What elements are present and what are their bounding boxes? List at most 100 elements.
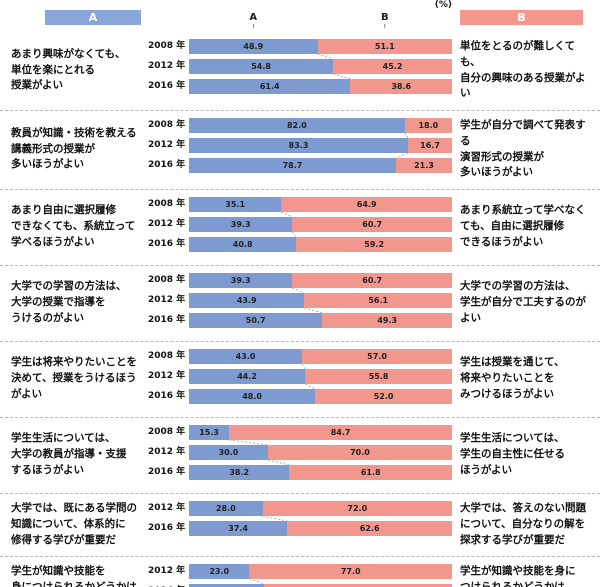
segment-a: 54.8 — [189, 59, 334, 74]
stacked-bar: 35.1 64.9 — [189, 197, 452, 212]
statement-a-text: 大学での学習の方法は、 大学の授業で指導を うけるのがよい — [11, 280, 127, 324]
bar-row: 2016 年 50.7 49.3 — [148, 313, 452, 328]
bar-row: 2008 年 48.9 51.1 — [148, 39, 452, 54]
segment-b: 71.4 — [264, 584, 452, 587]
series-a-letter-text: A — [249, 12, 258, 23]
value-label-b: 21.3 — [414, 161, 434, 170]
bar-row: 2016 年 37.4 62.6 — [148, 521, 452, 536]
value-label-b: 16.7 — [420, 141, 440, 150]
series-a-tick — [252, 24, 254, 28]
bar-row: 2016 年 48.0 52.0 — [148, 389, 452, 404]
segment-a: 48.0 — [189, 389, 316, 404]
bars-column: 2008 年 48.9 51.1 2012 年 54.8 45.2 2016 年 61.4 38… — [148, 39, 452, 102]
value-label-b: 51.1 — [374, 42, 395, 51]
bar-row: 2012 年 44.2 55.8 — [148, 369, 452, 384]
segment-b: 57.0 — [302, 349, 452, 364]
value-label-a: 15.3 — [199, 428, 219, 437]
segment-a: 23.0 — [189, 564, 250, 580]
value-label-a: 83.3 — [288, 141, 309, 150]
value-label-b: 72.0 — [347, 504, 368, 513]
bar-row: 2012 年 30.0 70.0 — [148, 445, 452, 460]
value-label-b: 38.6 — [391, 82, 412, 91]
segment-b: 64.9 — [281, 197, 452, 212]
segment-a: 30.0 — [189, 445, 268, 460]
bar-row: 2012 年 43.9 56.1 — [148, 293, 452, 308]
year-label: 2012 年 — [148, 219, 186, 229]
stacked-bar: 61.4 38.6 — [189, 79, 452, 94]
value-label-b: 49.3 — [377, 316, 398, 325]
year-label: 2016 年 — [148, 315, 186, 325]
segment-b: 55.8 — [305, 369, 452, 384]
segment-b: 49.3 — [322, 313, 452, 328]
statement-b-text: 学生が知識や技能を身に つけられるかどうかは、 学生自身の責任だ — [460, 565, 576, 587]
year-label: 2008 年 — [148, 427, 186, 437]
value-label-b: 59.2 — [364, 240, 385, 249]
statement-a-text: 学生は将来やりたいことを 決めて、授業をうけるほう がよい — [11, 356, 137, 400]
segment-b: 52.0 — [315, 389, 452, 404]
statement-a-text: あまり自由に選択履修 できなくても、系統立って 学べるほうがよい — [11, 204, 136, 248]
value-label-a: 39.3 — [230, 220, 251, 229]
series-b-letter-text: B — [380, 12, 389, 23]
value-label-a: 82.0 — [286, 121, 307, 130]
stacked-bar: 50.7 49.3 — [189, 313, 452, 328]
stacked-bar: 43.9 56.1 — [189, 293, 452, 308]
value-label-b: 60.7 — [362, 276, 383, 285]
year-label: 2016 年 — [148, 391, 186, 401]
chart-groups: あまり興味がなくても、 単位を楽にとれる 授業がよい 2008 年 48.9 51.1… — [0, 32, 600, 587]
statement-group: 学生は将来やりたいことを 決めて、授業をうけるほう がよい 2008 年 43.0 5… — [0, 342, 600, 418]
year-label: 2016 年 — [148, 523, 186, 533]
bar-row: 2016 年 40.8 59.2 — [148, 237, 452, 252]
value-label-a: 61.4 — [259, 82, 280, 91]
segment-a: 43.9 — [189, 293, 305, 308]
series-b-tick — [384, 24, 386, 28]
year-label: 2012 年 — [148, 140, 186, 150]
value-label-a: 38.2 — [229, 468, 250, 477]
bar-row: 2008 年 35.1 64.9 — [148, 197, 452, 212]
segment-a: 50.7 — [189, 313, 323, 328]
segment-b: 16.7 — [408, 138, 452, 153]
value-label-a: 43.0 — [235, 352, 256, 361]
bar-row: 2016 年 78.7 21.3 — [148, 158, 452, 173]
statement-b-text: 大学では、答えのない問題 について、自分なりの解を 探求する学びが重要だ — [460, 502, 586, 546]
value-label-a: 44.2 — [237, 372, 257, 381]
statement-group: 学生生活については、 大学の教員が指導・支援 するほうがよい 2008 年 15.3… — [0, 418, 600, 494]
chart-header: A (%) A B B — [0, 0, 600, 32]
segment-a: 28.0 — [189, 501, 263, 516]
stacked-bar: 28.0 72.0 — [189, 501, 452, 516]
stacked-bar: 15.3 84.7 — [189, 425, 452, 440]
statement-group: 大学での学習の方法は、 大学の授業で指導を うけるのがよい 2008 年 39.3 6… — [0, 266, 600, 342]
segment-a: 39.3 — [189, 273, 293, 288]
segment-a: 38.2 — [189, 465, 290, 480]
year-label: 2012 年 — [148, 566, 186, 577]
value-label-a: 43.9 — [236, 296, 257, 305]
bar-row: 2008 年 43.0 57.0 — [148, 349, 452, 364]
bar-row: 2008 年 82.0 18.0 — [148, 118, 452, 133]
stacked-bar: 43.0 57.0 — [189, 349, 452, 364]
value-label-a: 50.7 — [245, 316, 266, 325]
segment-b: 72.0 — [262, 501, 452, 516]
bars-column: 2012 年 28.0 72.0 2016 年 37.4 62.6 — [148, 501, 452, 548]
statement-b-text: あまり系統立って学べなく ても、自由に選択履修 できるほうがよい — [460, 204, 586, 248]
percent-unit-label: (%) — [434, 0, 452, 10]
bars-column: 2008 年 39.3 60.7 2012 年 43.9 56.1 2016 年 50.7 49… — [148, 273, 452, 333]
value-label-b: 57.0 — [367, 352, 387, 361]
year-label: 2008 年 — [148, 351, 186, 361]
bar-row: 2012 年 83.3 16.7 — [148, 138, 452, 153]
year-label: 2012 年 — [148, 447, 186, 457]
value-label-b: 84.7 — [330, 428, 351, 437]
series-letter-overlay: A B — [189, 12, 452, 32]
segment-b: 21.3 — [395, 158, 452, 173]
segment-a: 40.8 — [189, 237, 297, 252]
value-label-b: 18.0 — [418, 121, 439, 130]
segment-b: 77.0 — [249, 564, 452, 580]
stacked-bar: 82.0 18.0 — [189, 118, 452, 133]
statement-b-text: 単位をとるのが難しくても、 自分の興味のある授業がよい — [460, 40, 586, 100]
value-label-b: 60.7 — [362, 220, 383, 229]
series-b-letter: B — [381, 12, 389, 28]
year-label: 2008 年 — [148, 41, 186, 51]
segment-a: 44.2 — [189, 369, 306, 384]
segment-b: 84.7 — [229, 425, 452, 440]
value-label-b: 61.8 — [360, 468, 381, 477]
value-label-b: 62.6 — [359, 524, 380, 533]
segment-b: 70.0 — [267, 445, 452, 460]
